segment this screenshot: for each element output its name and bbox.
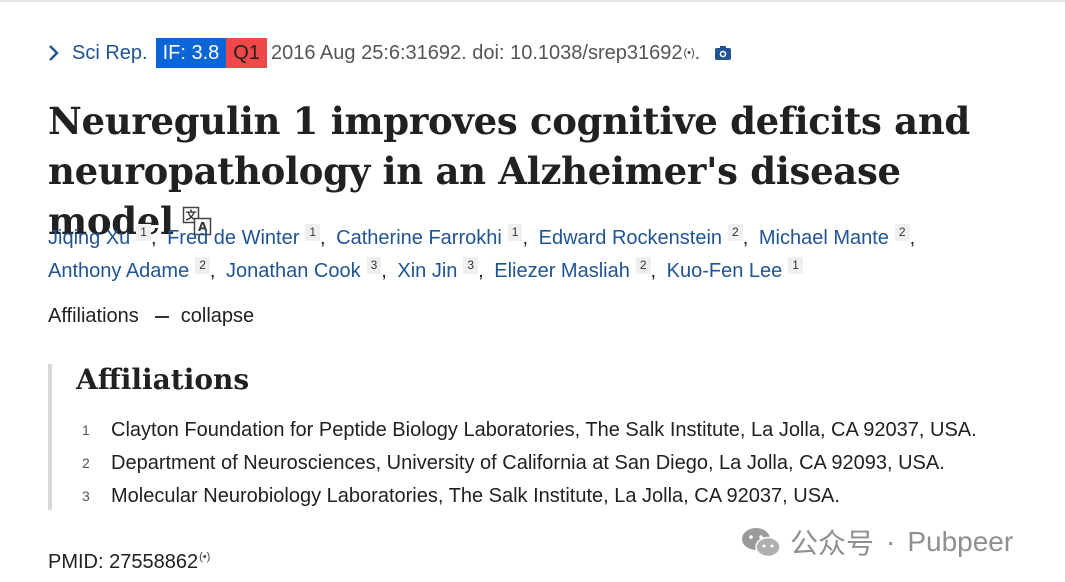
author-name-link[interactable]: Anthony Adame [48,260,190,282]
affiliation-item: 3 Molecular Neurobiology Laboratories, Th… [82,480,977,513]
article-title-text: Neuregulin 1 improves cognitive deficits… [48,99,971,243]
author-name-link[interactable]: Xin Jin [397,260,458,282]
author-separator: , [650,260,657,282]
affiliations-toggle[interactable]: Affiliations collapse [48,305,254,328]
author-separator: , [478,260,484,282]
author-item: Catherine Farrokhi 1, [336,224,533,249]
watermark: 公众号 · Pubpeer [740,522,1013,562]
author-item: Jiqing Xu 1, [48,224,162,249]
journal-link[interactable]: Sci Rep. [72,41,148,64]
affiliation-number-link[interactable]: 2 [635,257,651,274]
affiliation-number-link[interactable]: 2 [894,224,910,241]
chevron-right-icon[interactable] [48,41,66,65]
affiliation-number-link[interactable]: 1 [507,224,523,241]
author-name-link[interactable]: Jonathan Cook [226,260,361,282]
citation-line: Sci Rep. IF: 3.8 Q1 2016 Aug 25:6:31692.… [48,38,732,68]
watermark-separator: · [886,526,896,557]
affiliation-number-link[interactable]: 2 [728,224,743,241]
wechat-icon [740,525,782,559]
minus-icon [154,315,169,318]
citation-details: 2016 Aug 25:6:31692. doi: 10.1038/srep31… [270,41,683,64]
author-name-link[interactable]: Eliezer Masliah [494,260,630,282]
author-item: Anthony Adame 2, [48,257,220,282]
author-item: Jonathan Cook 3, [226,257,392,282]
camera-icon[interactable] [714,45,732,61]
watermark-text-1: 公众号 [790,528,875,559]
top-divider [0,0,1065,2]
author-separator: , [150,227,157,249]
affiliation-number-link[interactable]: 1 [305,224,321,241]
pmid: PMID: 27558862(•) [48,551,210,574]
author-name-link[interactable]: Michael Mante [758,227,889,249]
affiliation-item: 2 Department of Neurosciences, University… [82,447,977,480]
author-separator: , [909,227,916,249]
author-name-link[interactable]: Edward Rockenstein [538,227,723,249]
radio-wave-icon[interactable]: (•) [683,47,695,59]
author-name-link[interactable]: Kuo-Fen Lee [666,260,783,282]
affiliation-index: 3 [82,488,90,504]
affiliations-panel: Affiliations 1 Clayton Foundation for Pep… [48,364,1052,510]
author-separator: , [320,227,326,249]
author-item: Kuo-Fen Lee 1 [666,257,803,282]
author-item: Fred de Winter 1, [167,224,331,249]
radio-wave-icon[interactable]: (•) [199,551,211,564]
svg-text:A: A [198,220,208,234]
pmid-text: PMID: 27558862 [48,551,199,573]
author-item: Eliezer Masliah 2, [494,257,661,282]
affiliations-list: 1 Clayton Foundation for Peptide Biology … [82,414,977,513]
author-name-link[interactable]: Fred de Winter [167,227,300,249]
affiliation-number-link[interactable]: 3 [463,257,479,274]
affiliation-number-link[interactable]: 1 [788,257,803,274]
author-name-link[interactable]: Catherine Farrokhi [336,227,502,249]
affiliation-index: 1 [82,422,90,438]
affiliation-index: 2 [82,455,90,471]
affiliation-number-link[interactable]: 2 [195,257,210,274]
affiliation-text: Clayton Foundation for Peptide Biology L… [111,419,977,441]
affiliation-item: 1 Clayton Foundation for Peptide Biology … [82,414,977,447]
author-item: Michael Mante 2, [758,224,920,249]
author-separator: , [381,260,387,282]
collapse-link[interactable]: collapse [180,305,255,327]
author-name-link[interactable]: Jiqing Xu [48,227,131,249]
affiliations-toggle-label: Affiliations [48,305,139,327]
quartile-badge: Q1 [226,38,267,68]
author-list: Jiqing Xu 1, Fred de Winter 1, Catherine F… [48,222,1028,288]
affiliation-text: Department of Neurosciences, University … [111,452,945,474]
affiliation-number-link[interactable]: 3 [366,257,382,274]
author-separator: , [742,227,749,249]
impact-factor-badge: IF: 3.8 [155,38,227,68]
author-separator: , [209,260,216,282]
affiliation-text: Molecular Neurobiology Laboratories, The… [111,485,840,507]
author-item: Edward Rockenstein 2, [538,224,754,249]
affiliations-heading: Affiliations [76,363,250,396]
article-title: Neuregulin 1 improves cognitive deficits… [48,96,1038,246]
author-separator: , [522,227,529,249]
affiliation-number-link[interactable]: 1 [136,224,151,241]
author-item: Xin Jin 3, [397,257,488,282]
watermark-text-2: Pubpeer [907,526,1014,557]
